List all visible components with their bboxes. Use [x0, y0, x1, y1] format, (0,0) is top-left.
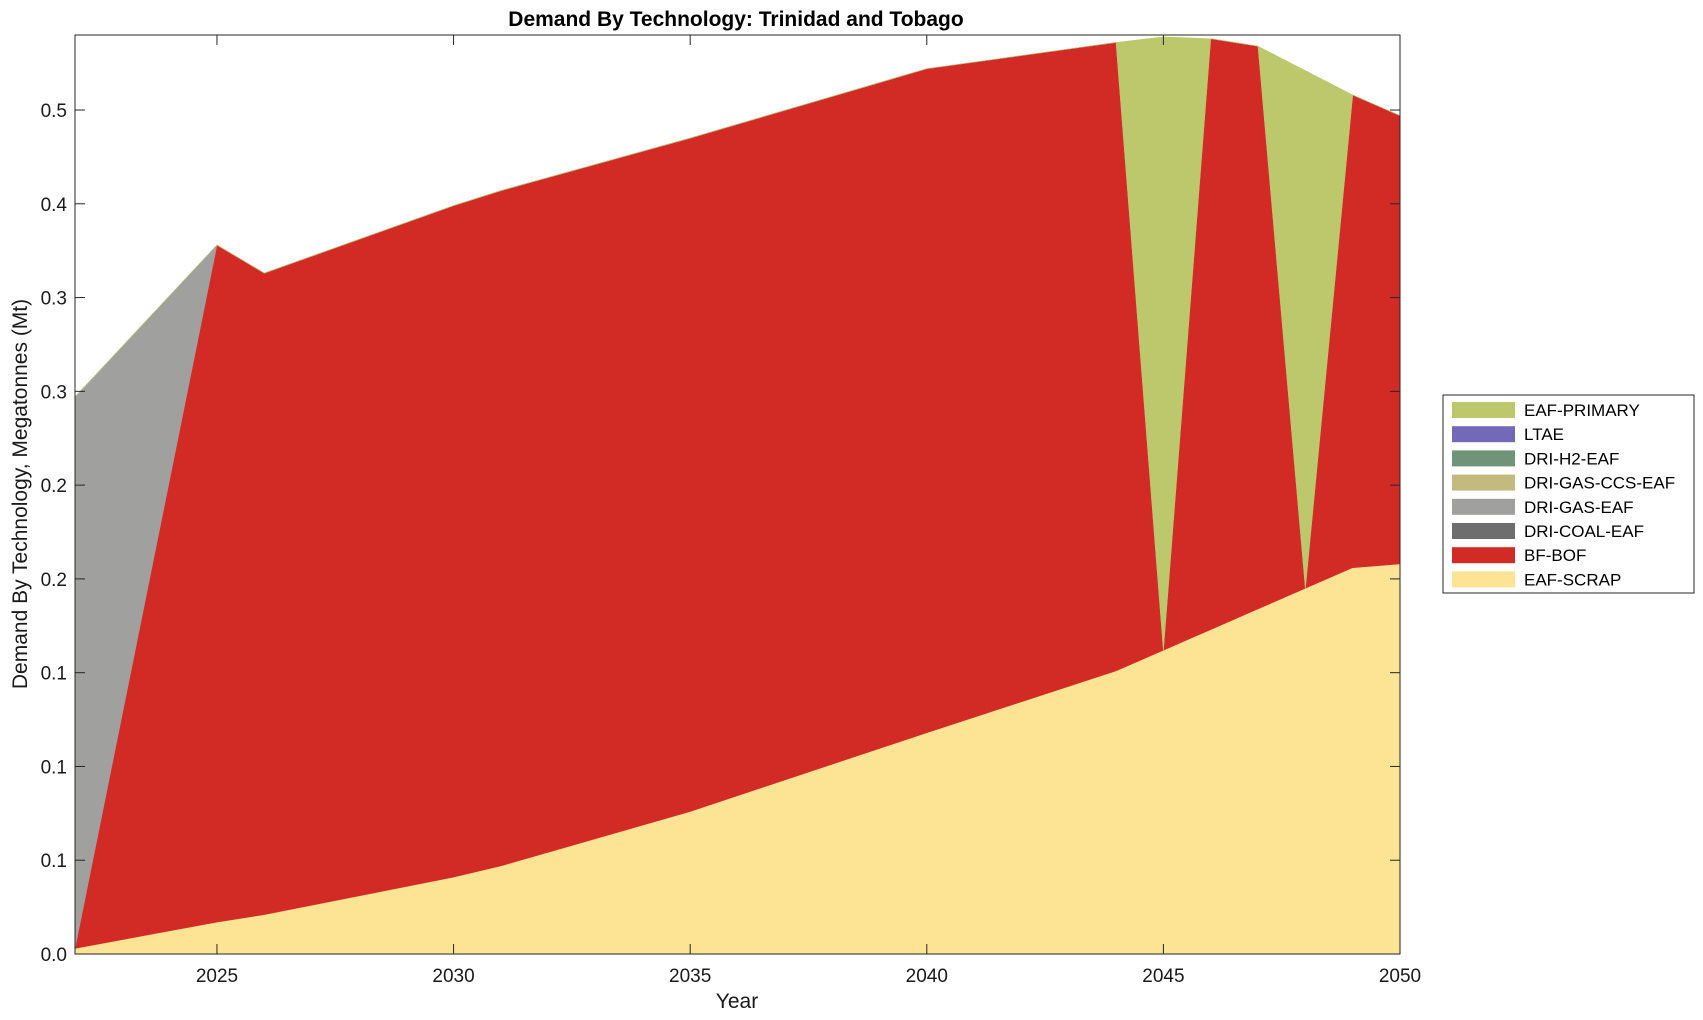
legend-label: DRI-COAL-EAF: [1524, 522, 1644, 541]
legend-swatch: [1452, 571, 1515, 588]
y-axis-tick-labels: 0.0 0.1 0.1 0.1 0.2 0.2 0.3 0.3 0.4 0.5: [41, 101, 68, 966]
legend-swatch: [1452, 474, 1515, 491]
legend: EAF-PRIMARY LTAE DRI-H2-EAF DRI-GAS-CCS-EAF…: [1442, 394, 1695, 594]
x-axis-tick-labels: 2025 2030 2035 2040 2045 2050: [196, 966, 1421, 987]
legend-label: EAF-SCRAP: [1524, 570, 1621, 589]
y-tick-label: 0.2: [41, 570, 67, 591]
legend-label: DRI-GAS-CCS-EAF: [1524, 474, 1675, 493]
x-tick-label: 2040: [906, 966, 948, 987]
legend-swatch: [1452, 523, 1515, 539]
y-tick-label: 0.1: [41, 851, 67, 872]
area-layers: [74, 36, 1401, 955]
x-tick-label: 2025: [196, 966, 238, 987]
legend-swatch: [1452, 547, 1515, 564]
y-tick-label: 0.0: [41, 945, 67, 966]
legend-label: EAF-PRIMARY: [1524, 401, 1640, 420]
y-tick-label: 0.1: [41, 757, 67, 778]
y-tick-label: 0.4: [41, 195, 68, 216]
x-tick-label: 2050: [1379, 966, 1421, 987]
plot-frame: [74, 34, 1401, 955]
legend-label: LTAE: [1524, 425, 1564, 444]
x-tick-label: 2035: [669, 966, 711, 987]
legend-swatch: [1452, 450, 1515, 467]
x-axis-title: Year: [716, 990, 758, 1013]
y-tick-label: 0.1: [41, 664, 67, 685]
legend-swatch: [1452, 498, 1515, 515]
axis-ticks: [75, 35, 1401, 955]
x-tick-label: 2030: [432, 966, 474, 987]
y-tick-label: 0.3: [41, 289, 67, 310]
legend-swatch: [1452, 426, 1515, 443]
legend-label: BF-BOF: [1524, 546, 1586, 565]
legend-label: DRI-GAS-EAF: [1524, 498, 1634, 517]
y-axis-title: Demand By Technology, Megatonnes (Mt): [9, 299, 32, 689]
x-tick-label: 2045: [1142, 966, 1184, 987]
legend-label: DRI-H2-EAF: [1524, 449, 1619, 468]
chart-title: Demand By Technology: Trinidad and Tobag…: [508, 8, 963, 31]
y-tick-label: 0.3: [41, 382, 67, 403]
y-tick-label: 0.2: [41, 476, 67, 497]
y-tick-label: 0.5: [41, 101, 67, 122]
legend-swatch: [1452, 402, 1515, 418]
